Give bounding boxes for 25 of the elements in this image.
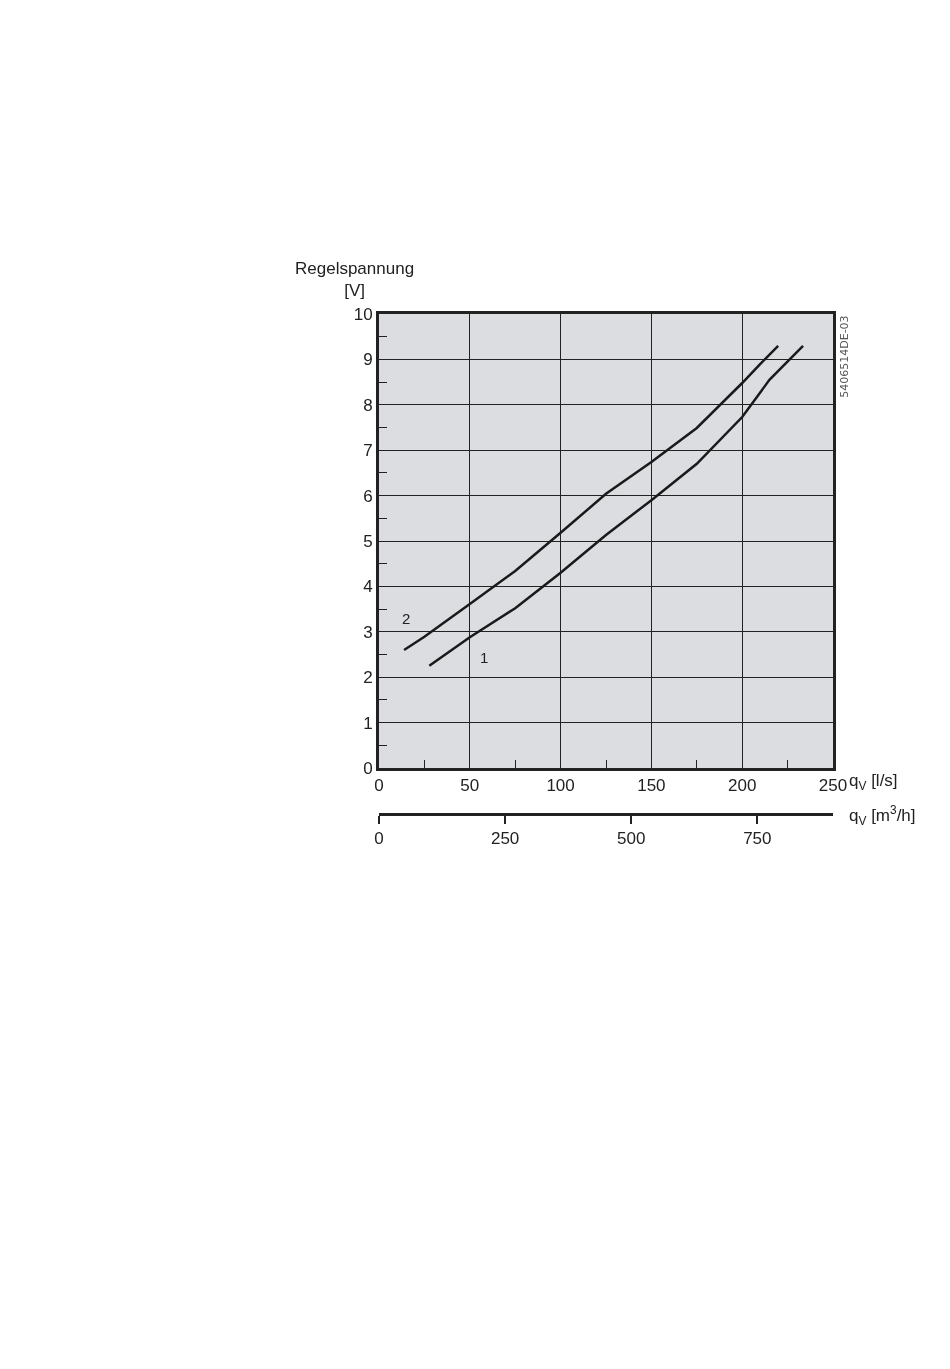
y-tick-label: 1 (363, 713, 373, 733)
y-axis-title: Regelspannung [V] (295, 259, 415, 301)
y-tick-label: 5 (363, 531, 373, 551)
x2-tick-label: 750 (743, 829, 772, 849)
text: 5406514DE-03 (837, 315, 851, 398)
x-tick-label: 50 (460, 776, 480, 796)
y-tick-label: 2 (363, 668, 373, 688)
x2-axis-title: q$_{V}$ [m$^{3}$/h] (849, 803, 916, 828)
x2-tick-label: 500 (617, 829, 646, 849)
series-label: 1 (480, 649, 489, 666)
y-tick-label: 9 (363, 350, 373, 370)
series-label: 2 (402, 610, 411, 627)
x-tick-label: 200 (728, 776, 757, 796)
y-tick-label: 8 (363, 395, 373, 415)
y-tick-label: 10 (353, 304, 373, 324)
x2-tick-label: 250 (490, 829, 520, 849)
y-tick-label: 4 (363, 577, 373, 597)
x-tick-label: 150 (637, 776, 666, 796)
y-tick-label: 7 (363, 441, 373, 461)
y-tick-label: 6 (363, 486, 373, 506)
x-tick-label: 100 (546, 776, 575, 796)
y-tick-label: 3 (363, 622, 373, 642)
x-axis-title: q$_{V}$ [l/s] (849, 771, 898, 793)
x-tick-label: 250 (818, 776, 848, 796)
y-tick-label: 0 (363, 758, 373, 778)
